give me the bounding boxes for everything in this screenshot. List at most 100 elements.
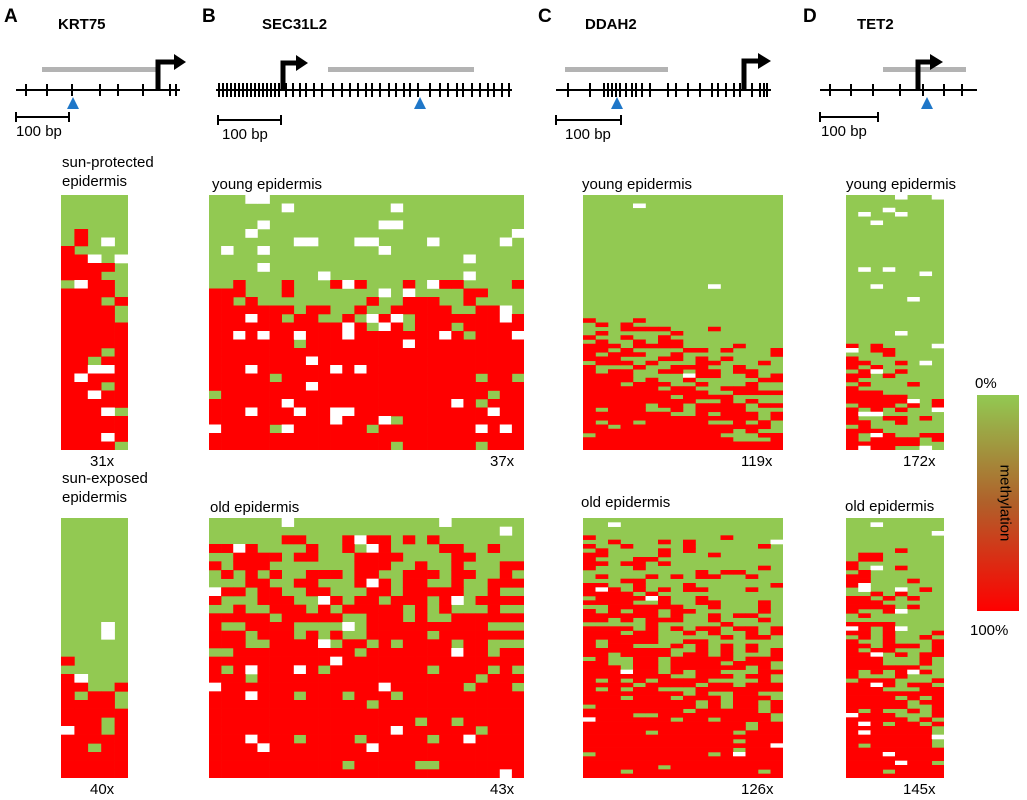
methylated-cell bbox=[645, 717, 659, 722]
methylated-cell bbox=[487, 734, 501, 744]
methylated-cell bbox=[895, 591, 908, 597]
methylated-cell bbox=[633, 587, 646, 592]
methylated-cell bbox=[658, 648, 671, 653]
methylated-cell bbox=[919, 730, 933, 735]
methylated-cell bbox=[645, 394, 659, 400]
methylated-cell bbox=[221, 656, 234, 666]
methylated-cell bbox=[378, 734, 392, 744]
methylated-cell bbox=[608, 643, 621, 649]
methylated-cell bbox=[895, 399, 908, 404]
methylated-cell bbox=[895, 420, 908, 425]
methylated-cell bbox=[257, 561, 270, 571]
methylated-cell bbox=[414, 416, 428, 425]
methylated-cell bbox=[366, 407, 379, 417]
methylated-cell bbox=[695, 643, 709, 649]
missing-cell bbox=[366, 544, 379, 553]
methylated-cell bbox=[608, 407, 621, 413]
methylated-cell bbox=[931, 433, 944, 438]
methylated-cell bbox=[269, 441, 282, 450]
methylated-cell bbox=[608, 669, 621, 675]
methylated-cell bbox=[439, 322, 452, 332]
methylated-cell bbox=[318, 570, 331, 579]
methylated-cell bbox=[318, 339, 331, 349]
methylated-cell bbox=[74, 322, 89, 332]
methylated-cell bbox=[427, 656, 440, 666]
methylated-cell bbox=[658, 756, 671, 761]
methylated-cell bbox=[463, 717, 476, 727]
methylated-cell bbox=[858, 687, 871, 692]
methylated-cell bbox=[633, 318, 646, 323]
methylated-cell bbox=[451, 407, 464, 417]
methylated-cell bbox=[846, 734, 859, 740]
methylated-cell bbox=[463, 726, 476, 735]
methylated-cell bbox=[245, 322, 258, 332]
methylated-cell bbox=[354, 691, 367, 701]
methylated-cell bbox=[221, 373, 234, 383]
methylated-cell bbox=[733, 717, 746, 722]
missing-cell bbox=[770, 743, 783, 748]
methylated-cell bbox=[745, 424, 759, 430]
missing-cell bbox=[870, 433, 884, 438]
methylated-cell bbox=[402, 691, 416, 701]
methylated-cell bbox=[427, 708, 440, 718]
methylated-cell bbox=[708, 433, 721, 438]
methylated-cell bbox=[745, 747, 759, 753]
methylated-cell bbox=[745, 700, 759, 705]
methylated-cell bbox=[342, 441, 355, 450]
methylated-cell bbox=[439, 769, 452, 778]
missing-cell bbox=[499, 237, 513, 247]
methylated-cell bbox=[475, 769, 488, 778]
methylated-cell bbox=[114, 399, 128, 408]
methylated-cell bbox=[114, 752, 128, 761]
methylated-cell bbox=[608, 433, 621, 438]
missing-cell bbox=[354, 535, 367, 545]
methylated-cell bbox=[895, 700, 908, 705]
methylated-cell bbox=[608, 639, 621, 644]
tss-arrow-icon bbox=[915, 59, 932, 90]
methylated-cell bbox=[281, 656, 295, 666]
methylated-cell bbox=[402, 622, 416, 631]
methylated-cell bbox=[907, 643, 920, 649]
methylated-cell bbox=[439, 441, 452, 450]
missing-cell bbox=[770, 539, 783, 545]
methylated-cell bbox=[695, 734, 709, 740]
methylated-cell bbox=[451, 656, 464, 666]
methylated-cell bbox=[87, 373, 102, 383]
methylated-cell bbox=[670, 713, 684, 718]
methylated-cell bbox=[895, 437, 908, 442]
methylated-cell bbox=[895, 769, 908, 774]
missing-cell bbox=[354, 237, 367, 247]
methylated-cell bbox=[745, 769, 759, 774]
methylated-cell bbox=[882, 403, 896, 408]
methylated-cell bbox=[233, 288, 246, 298]
methylated-cell bbox=[583, 665, 596, 670]
methylated-cell bbox=[378, 433, 392, 442]
methylated-cell bbox=[670, 424, 684, 430]
methylated-cell bbox=[342, 348, 355, 357]
methylated-cell bbox=[695, 656, 709, 662]
methylated-cell bbox=[720, 726, 734, 731]
methylated-cell bbox=[745, 704, 759, 709]
methylated-cell bbox=[269, 639, 282, 649]
methylated-cell bbox=[583, 552, 596, 558]
methylated-cell bbox=[293, 322, 307, 332]
methylated-cell bbox=[708, 669, 721, 675]
methylated-cell bbox=[499, 734, 513, 744]
methylated-cell bbox=[427, 752, 440, 761]
missing-cell bbox=[499, 424, 513, 434]
methylated-cell bbox=[758, 445, 771, 450]
methylated-cell bbox=[511, 726, 524, 735]
methylated-cell bbox=[620, 369, 634, 374]
methylated-cell bbox=[720, 739, 734, 744]
methylated-cell bbox=[342, 769, 355, 778]
missing-cell bbox=[499, 526, 513, 536]
methylated-cell bbox=[708, 687, 721, 692]
methylated-cell bbox=[858, 765, 871, 770]
methylated-cell bbox=[233, 314, 246, 323]
methylated-cell bbox=[281, 407, 295, 417]
methylated-cell bbox=[427, 691, 440, 701]
methylated-cell bbox=[245, 769, 258, 778]
methylated-cell bbox=[390, 322, 404, 332]
methylated-cell bbox=[583, 773, 596, 778]
methylated-cell bbox=[683, 652, 696, 657]
